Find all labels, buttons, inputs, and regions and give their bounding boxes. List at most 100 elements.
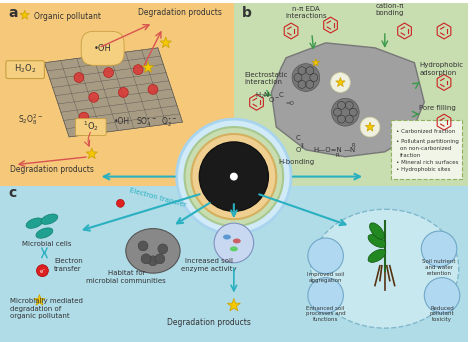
Circle shape [331,98,359,126]
Text: H$_2$O$_2$: H$_2$O$_2$ [14,63,36,75]
Circle shape [424,278,460,313]
Circle shape [138,241,148,251]
Text: e⁻: e⁻ [39,269,46,274]
Circle shape [214,223,254,263]
Text: n-π EDA
interactions: n-π EDA interactions [285,5,327,19]
Text: Pore filling: Pore filling [419,105,456,111]
Circle shape [292,64,319,91]
Circle shape [158,244,168,254]
Polygon shape [271,43,424,157]
Circle shape [155,254,165,264]
Ellipse shape [368,249,386,262]
Circle shape [79,112,89,122]
Text: Organic pollutant: Organic pollutant [34,12,100,21]
Ellipse shape [368,234,386,248]
Circle shape [330,73,350,92]
Polygon shape [45,48,182,137]
Circle shape [118,88,128,97]
Text: H—O=N: H—O=N [314,147,343,153]
Text: Microbially mediated
degradation of
organic pollutant: Microbially mediated degradation of orga… [10,298,83,319]
FancyBboxPatch shape [234,3,468,186]
Polygon shape [336,78,345,87]
Text: c: c [8,186,16,200]
Polygon shape [160,37,172,48]
Ellipse shape [311,209,459,328]
Circle shape [230,173,238,181]
Text: R: R [351,143,355,148]
Text: a: a [8,6,18,20]
Text: • Pollutant partitioning: • Pollutant partitioning [396,139,458,144]
Text: cation-π
bonding: cation-π bonding [375,3,404,16]
Text: •OH: •OH [113,117,129,126]
Text: Electrostatic
interaction: Electrostatic interaction [245,72,288,86]
Text: =O: =O [285,101,294,106]
Text: Increased soil
enzyme activity: Increased soil enzyme activity [182,258,237,272]
Text: Habitat for
microbial communities: Habitat for microbial communities [86,270,166,284]
Text: O$^-$: O$^-$ [268,95,281,104]
Ellipse shape [370,223,384,239]
Text: $^1$O$_2$: $^1$O$_2$ [83,119,99,133]
Polygon shape [34,294,45,305]
Circle shape [133,65,143,75]
Ellipse shape [206,171,226,183]
Circle shape [177,119,291,234]
Circle shape [148,84,158,94]
Circle shape [36,265,48,277]
FancyBboxPatch shape [0,3,234,186]
Ellipse shape [26,218,43,228]
Circle shape [141,254,151,264]
Text: Reduced
pollutant
toxicity: Reduced pollutant toxicity [430,306,455,322]
Text: Degradation products: Degradation products [10,165,94,174]
Circle shape [199,142,268,211]
Text: C: C [278,92,283,98]
Circle shape [308,278,343,313]
Polygon shape [227,299,240,311]
Text: ‖: ‖ [300,143,303,148]
FancyBboxPatch shape [0,186,468,342]
Text: Enhanced soil
processes and
functions: Enhanced soil processes and functions [306,306,346,322]
Ellipse shape [41,214,58,224]
Circle shape [184,127,283,226]
Text: O: O [296,147,301,153]
FancyBboxPatch shape [391,120,462,179]
Polygon shape [86,148,97,159]
Ellipse shape [233,238,241,244]
Ellipse shape [242,171,262,183]
Ellipse shape [218,152,232,170]
Text: • Hydrophobic sites: • Hydrophobic sites [396,167,450,172]
Text: —N: —N [343,147,356,153]
Text: S$_2$O$_8^{2-}$: S$_2$O$_8^{2-}$ [18,112,43,127]
Text: Soil nutrient
and water
retention: Soil nutrient and water retention [422,259,456,276]
Text: fraction: fraction [400,153,421,158]
Text: C: C [296,135,301,141]
Circle shape [308,238,343,274]
Circle shape [148,256,158,266]
Ellipse shape [126,228,180,273]
Text: •OH: •OH [94,44,111,53]
Text: • Carbonized fraction: • Carbonized fraction [396,129,455,134]
Ellipse shape [36,228,53,238]
Circle shape [360,117,380,137]
FancyBboxPatch shape [75,119,106,135]
Text: O$_2^{•-}$: O$_2^{•-}$ [161,115,177,129]
Circle shape [191,134,276,219]
Text: H-bonding: H-bonding [278,159,314,165]
FancyBboxPatch shape [6,61,45,79]
Text: Hydrophobic
adsorption: Hydrophobic adsorption [419,62,464,76]
Text: b: b [242,6,252,20]
Polygon shape [142,62,154,73]
Text: Degradation products: Degradation products [167,318,251,327]
Circle shape [117,199,124,207]
Ellipse shape [236,183,250,201]
Text: Electron
transfer: Electron transfer [54,258,83,272]
Circle shape [104,68,113,78]
Text: Microbial cells: Microbial cells [22,241,71,247]
Text: • Mineral rich surfaces: • Mineral rich surfaces [396,160,458,165]
Ellipse shape [223,235,231,239]
Ellipse shape [230,247,238,251]
Text: Electron transfer: Electron transfer [128,187,186,208]
Text: SO$_4^{•-}$: SO$_4^{•-}$ [136,115,157,129]
Circle shape [421,231,457,267]
Polygon shape [312,59,319,66]
Text: on non-carbonized: on non-carbonized [400,146,451,151]
